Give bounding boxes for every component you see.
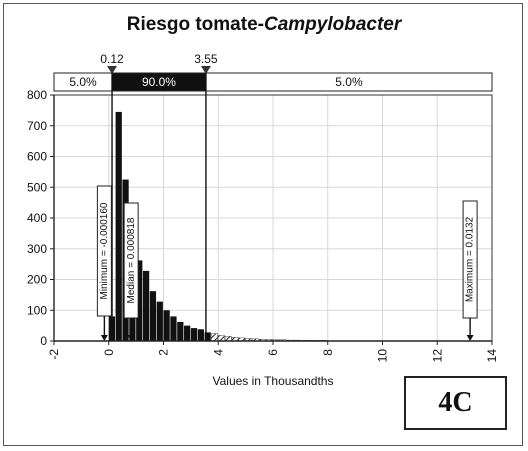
histogram-bar bbox=[184, 325, 191, 341]
upper-delimiter-label: 3.55 bbox=[194, 52, 218, 66]
y-tick-label: 600 bbox=[27, 150, 47, 164]
x-tick-label: 8 bbox=[321, 349, 335, 356]
x-tick-label: 4 bbox=[211, 349, 225, 356]
y-tick-label: 200 bbox=[27, 273, 47, 287]
y-tick-label: 700 bbox=[27, 119, 47, 133]
band-left-pct: 5.0% bbox=[69, 75, 97, 89]
histogram-bar bbox=[149, 291, 157, 341]
panel-badge: 4C bbox=[404, 376, 507, 430]
x-tick-label: 14 bbox=[485, 349, 499, 363]
y-tick-label: 0 bbox=[40, 334, 47, 348]
histogram-bar bbox=[211, 333, 218, 342]
histogram-bar bbox=[218, 335, 225, 342]
delimiter-triangle-icon bbox=[200, 66, 211, 74]
x-tick-label: 12 bbox=[430, 349, 444, 363]
x-tick-label: -2 bbox=[47, 349, 61, 360]
x-tick-label: 2 bbox=[157, 349, 171, 356]
histogram-bar bbox=[177, 321, 184, 341]
histogram-bar bbox=[197, 329, 204, 341]
histogram-bar bbox=[163, 310, 170, 341]
lower-delimiter-label: 0.12 bbox=[100, 52, 124, 66]
x-tick-label: 0 bbox=[102, 349, 116, 356]
histogram-bar bbox=[142, 270, 150, 341]
y-tick-label: 300 bbox=[27, 242, 47, 256]
chart-title-main: Riesgo tomate- bbox=[126, 14, 264, 35]
histogram-bar bbox=[190, 328, 198, 341]
stat-marker-label: Median = 0.000818 bbox=[126, 217, 137, 303]
percentile-band: 5.0% 90.0% 5.0%0.12 3.55 bbox=[53, 52, 493, 341]
stat-marker-label: Maximum = 0.0132 bbox=[465, 216, 476, 302]
histogram-bar bbox=[170, 316, 177, 341]
histogram-bar bbox=[136, 260, 143, 341]
chart-title: Riesgo tomate-Campylobacter bbox=[0, 14, 528, 36]
histogram-bar bbox=[156, 301, 163, 341]
stat-marker-label: Minimum = -0.000160 bbox=[99, 202, 110, 299]
y-tick-label: 400 bbox=[27, 211, 47, 225]
chart-title-italic: Campylobacter bbox=[263, 14, 402, 35]
band-right-pct: 5.0% bbox=[335, 75, 363, 89]
histogram-bars bbox=[108, 111, 458, 342]
x-tick-label: 6 bbox=[266, 349, 280, 356]
histogram-bar bbox=[115, 111, 122, 341]
marker-arrow-icon bbox=[100, 335, 108, 341]
stat-markers: Minimum = -0.000160 Median = 0.000818 Maxi… bbox=[96, 185, 478, 341]
marker-arrow-icon bbox=[127, 335, 135, 341]
band-middle-pct: 90.0% bbox=[142, 75, 176, 89]
x-axis-label: Values in Thousandths bbox=[213, 374, 334, 388]
y-tick-label: 500 bbox=[27, 180, 47, 194]
delimiter-triangle-icon bbox=[107, 66, 118, 74]
y-tick-label: 100 bbox=[27, 303, 47, 317]
x-tick-label: 10 bbox=[376, 349, 390, 363]
y-tick-label: 800 bbox=[27, 88, 47, 102]
histogram-bar bbox=[204, 332, 211, 341]
marker-arrow-icon bbox=[466, 335, 474, 341]
